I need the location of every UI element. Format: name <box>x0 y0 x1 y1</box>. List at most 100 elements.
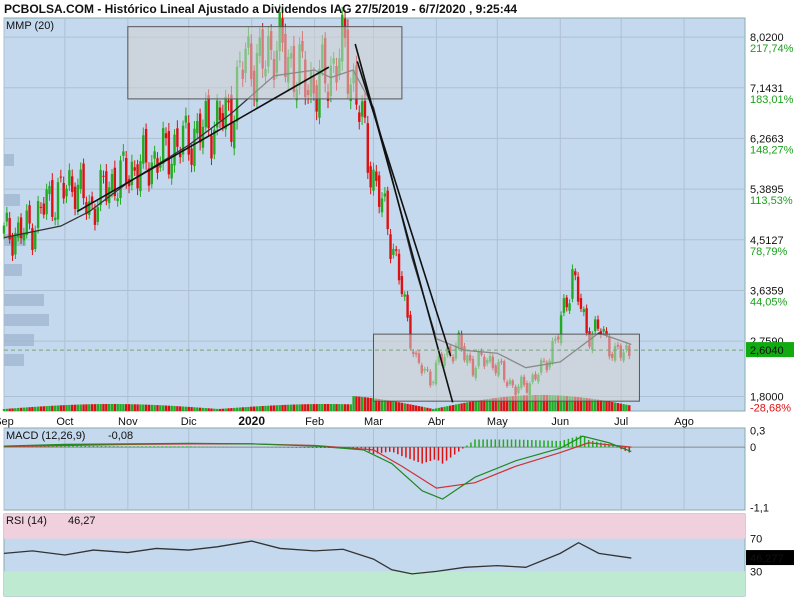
volume-bar <box>142 404 145 411</box>
candle-body <box>62 182 65 199</box>
rsi-tick-label: 70 <box>750 534 762 546</box>
volume-profile-bar <box>4 314 49 326</box>
volume-bar <box>159 405 162 411</box>
volume-bar <box>414 405 418 411</box>
volume-bar <box>176 406 179 411</box>
volume-profile-bar <box>4 194 20 206</box>
candle-body <box>562 298 566 313</box>
volume-bar <box>420 406 424 411</box>
candle-body <box>19 217 23 239</box>
volume-bar <box>574 396 577 411</box>
candle-body <box>107 187 111 203</box>
candle-body <box>96 207 99 222</box>
volume-bar <box>25 407 28 411</box>
volume-bar <box>287 404 290 411</box>
volume-bar <box>386 400 389 411</box>
macd-last-value: -0,08 <box>108 430 133 442</box>
volume-bar <box>90 404 94 411</box>
candle-body <box>602 328 605 332</box>
volume-bar <box>130 404 134 411</box>
x-axis-label: Ago <box>674 416 694 428</box>
candle-body <box>105 171 108 202</box>
volume-bar <box>326 404 330 411</box>
candle-body <box>571 269 574 299</box>
candle-body <box>116 198 119 202</box>
volume-bar <box>190 407 193 411</box>
volume-bar <box>349 404 352 411</box>
candle-body <box>380 198 384 213</box>
candle-body <box>233 122 236 149</box>
candle-body <box>207 95 210 129</box>
candle-body <box>82 163 85 199</box>
candle-body <box>147 168 151 186</box>
candle-body <box>198 113 202 143</box>
volume-bar <box>215 408 219 411</box>
chart-title: PCBOLSA.COM - Histórico Lineal Ajustado … <box>4 2 517 16</box>
price-pct-label: 183,01% <box>750 94 794 106</box>
volume-bar <box>156 405 159 411</box>
volume-bar <box>596 399 600 411</box>
volume-bar <box>102 404 105 411</box>
candle-body <box>31 228 34 250</box>
volume-bar <box>571 396 574 411</box>
volume-bar <box>332 404 335 411</box>
candle-body <box>392 248 395 255</box>
volume-bar <box>400 402 404 411</box>
candle-body <box>400 276 404 295</box>
candle-body <box>181 125 185 155</box>
volume-bar <box>392 401 395 411</box>
volume-bar <box>164 405 168 411</box>
volume-bar <box>397 402 401 411</box>
candle-body <box>122 151 125 156</box>
volume-bar <box>93 404 97 411</box>
volume-bar <box>45 406 48 411</box>
volume-bar <box>417 406 421 411</box>
candle-body <box>389 234 392 259</box>
volume-bar <box>551 395 554 411</box>
candle-body <box>187 122 190 155</box>
volume-bar <box>116 404 119 411</box>
volume-bar <box>201 407 205 411</box>
candle-body <box>25 210 28 236</box>
volume-bar <box>48 405 51 411</box>
volume-bar <box>193 407 196 411</box>
volume-bar <box>352 396 355 411</box>
volume-bar <box>483 399 486 411</box>
volume-bar <box>613 402 617 411</box>
candle-body <box>190 148 193 165</box>
volume-bar <box>213 408 216 411</box>
candle-body <box>161 128 165 164</box>
candle-body <box>224 96 227 130</box>
candle-body <box>113 167 117 197</box>
volume-bar <box>358 396 361 411</box>
volume-bar <box>127 404 131 411</box>
candle-body <box>93 208 97 225</box>
volume-bar <box>73 404 77 411</box>
volume-bar <box>161 405 165 411</box>
candle-body <box>173 134 176 166</box>
volume-bar <box>298 404 301 411</box>
volume-bar <box>466 402 469 411</box>
volume-bar <box>619 403 622 411</box>
volume-bar <box>412 404 415 411</box>
volume-bar <box>85 404 88 411</box>
volume-bar <box>366 397 370 411</box>
volume-bar <box>267 405 270 411</box>
volume-bar <box>520 395 523 411</box>
volume-bar <box>51 405 54 411</box>
volume-bar <box>338 404 341 411</box>
volume-bar <box>579 397 583 411</box>
candle-body <box>99 170 102 206</box>
volume-bar <box>593 399 597 411</box>
volume-profile-bar <box>4 294 44 306</box>
volume-bar <box>122 404 125 411</box>
volume-bar <box>59 405 63 411</box>
volume-bar <box>19 407 23 411</box>
candle-body <box>48 186 51 195</box>
volume-bar <box>525 395 529 411</box>
volume-bar <box>451 405 455 411</box>
volume-bar <box>153 404 156 411</box>
price-pct-label: 217,74% <box>750 43 794 55</box>
volume-profile-bar <box>4 154 14 166</box>
price-tick-label: 4,5127 <box>750 235 784 247</box>
